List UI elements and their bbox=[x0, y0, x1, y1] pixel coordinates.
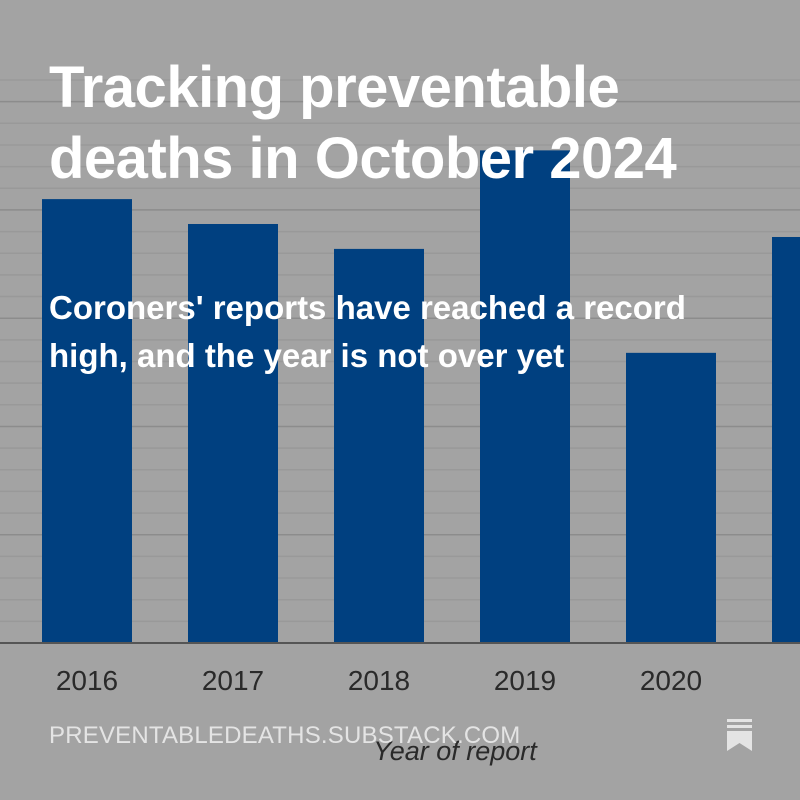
chart-bars bbox=[42, 150, 800, 643]
bar-2020 bbox=[626, 352, 716, 643]
bar-2019 bbox=[480, 150, 570, 643]
bar-2018 bbox=[334, 248, 424, 643]
x-tick-label: 2018 bbox=[348, 665, 410, 696]
x-tick-label: 2019 bbox=[494, 665, 556, 696]
x-tick-label: 2020 bbox=[640, 665, 702, 696]
x-tick-label: 2016 bbox=[56, 665, 118, 696]
x-axis-title: Year of report bbox=[373, 736, 538, 766]
bar-2 bbox=[772, 236, 800, 643]
x-tick-labels: 201620172018201920202 bbox=[56, 665, 702, 696]
bar-2017 bbox=[188, 223, 278, 643]
bar-2016 bbox=[42, 199, 132, 643]
x-tick-label: 2017 bbox=[202, 665, 264, 696]
